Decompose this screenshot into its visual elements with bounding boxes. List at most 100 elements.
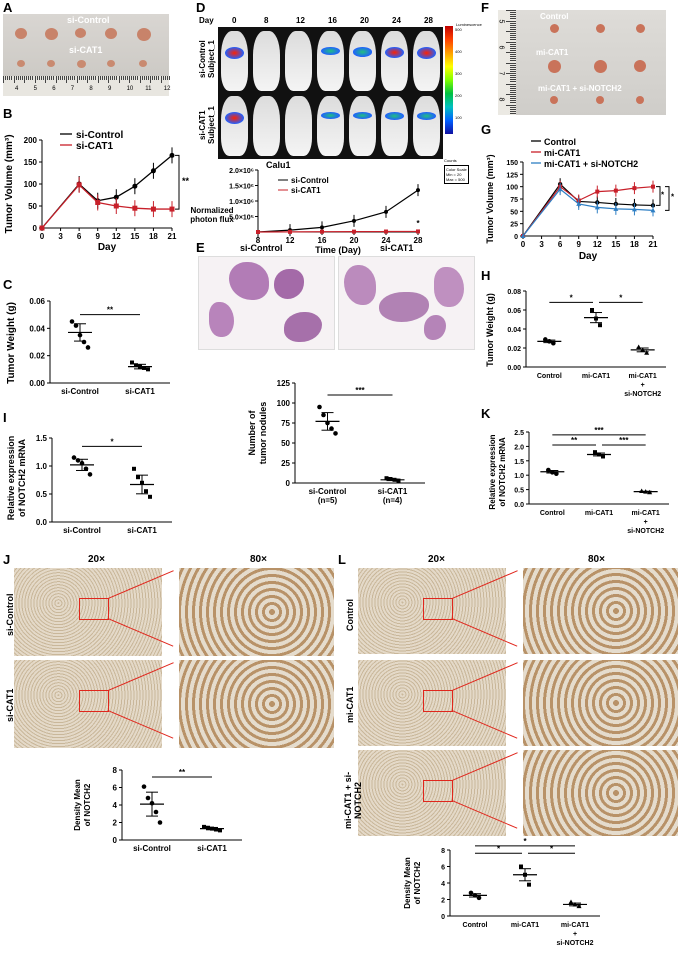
mouse: [381, 31, 408, 91]
data-point: [613, 206, 619, 211]
mouse: [285, 96, 312, 156]
x-tick-label: 3: [58, 232, 63, 241]
ruler-tick: [30, 76, 31, 80]
mouse: [381, 96, 408, 156]
chart-i: 0.0 0.5 1.0 1.5 si-Control si-CAT1 Relative ex…: [6, 434, 172, 535]
panel-label-a: A: [3, 0, 13, 15]
y-tick-label: 1.0: [514, 473, 524, 480]
legend-label: mi-CAT1: [544, 148, 580, 158]
ruler-tick-label: 10: [126, 86, 134, 92]
ruler-tick: [93, 76, 94, 80]
x-tick-label: +: [644, 519, 648, 526]
bioluminescence-signal: [385, 112, 404, 120]
x-tick-label: mi-CAT1: [561, 922, 589, 929]
ruler-tick: [72, 76, 73, 80]
data-point: [523, 872, 527, 877]
ruler-tick: [34, 76, 35, 83]
significance-label: ***: [619, 436, 629, 445]
panel-label-b: B: [3, 106, 13, 121]
data-point: [396, 478, 401, 483]
y-tick-label: 0: [286, 479, 291, 488]
ruler-tick: [57, 76, 59, 80]
y-tick-label: 25: [281, 459, 290, 468]
data-point: [113, 194, 119, 200]
y-tick-label: 0.0: [514, 502, 524, 509]
colorbar-tick-label: 300: [455, 71, 462, 76]
x-tick-label: mi-CAT1: [629, 373, 657, 380]
data-point: [325, 420, 330, 426]
chart-d: 2.0×10⁶ 1.5×10⁶ 1.0×10⁶ 5.0×10⁵ 8 12 16 20 24 28 T…: [190, 160, 423, 255]
data-point: [384, 476, 389, 481]
ruler-tick: [510, 35, 516, 36]
ruler-tick: [510, 39, 516, 40]
y-tick-label: 75: [281, 419, 290, 428]
y-tick-label: 0: [113, 836, 118, 845]
x-tick-label: (n=4): [383, 496, 403, 505]
data-point: [650, 207, 656, 213]
mag-label-20x-j: 20×: [88, 554, 105, 565]
x-tick-label: 12: [593, 240, 602, 249]
chart-k: 0.0 0.5 1.0 1.5 2.0 2.5 Control mi-CAT1 mi-CAT1 +…: [488, 426, 669, 535]
colorbar: [445, 26, 453, 134]
ruler-tick: [45, 76, 46, 83]
ruler-tick: [510, 54, 516, 55]
data-point: [132, 205, 138, 211]
data-point: [69, 319, 75, 324]
bioluminescence-signal: [353, 112, 372, 120]
ruler-tick: [28, 76, 29, 80]
ruler-tick: [152, 76, 153, 80]
ruler-tick: [36, 76, 38, 80]
group-label-si-control: si-Control: [67, 15, 110, 25]
ihc-20x: [358, 660, 506, 746]
data-point: [142, 365, 146, 370]
data-point: [149, 800, 155, 806]
chart-h: 0.00 0.02 0.04 0.06 0.08 Control mi-CAT1 mi-CAT…: [485, 289, 666, 398]
colorbar-tick-label: 500: [455, 27, 462, 32]
ruler-tick: [78, 76, 80, 80]
data-point: [631, 206, 637, 212]
x-tick-label: 9: [576, 240, 581, 249]
ruler-tick: [55, 76, 56, 83]
tumor-si-control: [75, 28, 86, 38]
data-point: [388, 477, 393, 481]
panel-label-g: G: [481, 122, 492, 137]
y-tick-label: 1.0: [36, 462, 48, 471]
panel-label-f: F: [481, 0, 489, 15]
significance-label: *: [550, 844, 554, 853]
ruler-tick: [510, 64, 516, 66]
ruler-tick: [120, 76, 122, 80]
ruler-tick: [510, 106, 516, 108]
row-label-si-control: si-Control Subject_1: [198, 40, 216, 78]
y-tick-label: 1.5: [36, 434, 48, 443]
row-label-j-si-cat1: si-CAT1: [5, 688, 15, 722]
data-point: [256, 230, 260, 234]
group-label: mi-CAT1 + si-NOTCH2: [538, 84, 622, 93]
x-tick-label: si-CAT1: [197, 844, 227, 853]
row-label-si-cat1: si-CAT1 Subject_1: [198, 106, 216, 144]
data-point: [598, 323, 602, 328]
data-point: [87, 472, 93, 477]
x-tick-label: si-CAT1: [125, 387, 155, 396]
y-tick-label: 1.5×10⁶: [229, 184, 254, 191]
mouse: [413, 96, 440, 156]
ruler-tick-label: 7: [497, 71, 505, 76]
ruler-tick: [510, 60, 516, 61]
x-tick-label: 0: [521, 240, 526, 249]
data-point: [144, 489, 148, 494]
tumor-si-cat1: [17, 60, 25, 67]
ruler-tick: [7, 76, 8, 80]
ruler-tick: [118, 76, 119, 83]
y-tick-label: 1.5: [514, 459, 524, 466]
y-tick-label: 125: [277, 379, 291, 388]
ruler-tick: [510, 56, 516, 57]
data-point: [594, 316, 598, 321]
data-point: [71, 455, 77, 460]
significance-bracket: [665, 186, 670, 211]
ruler-tick: [112, 76, 113, 80]
ruler-tick: [166, 76, 168, 80]
mouse: [317, 31, 344, 91]
ruler-tick: [108, 76, 109, 83]
y-tick-label: 100: [506, 185, 518, 192]
y-axis-label: photon flux: [190, 215, 234, 224]
significance-label: **: [182, 176, 190, 186]
